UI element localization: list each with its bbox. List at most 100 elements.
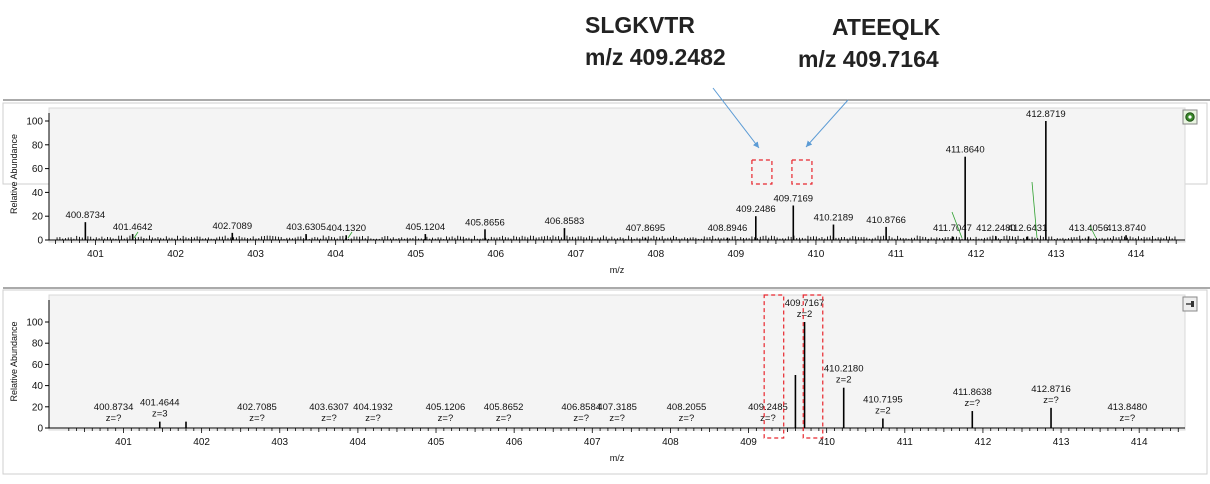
- x-tick-label: 402: [193, 437, 210, 448]
- x-tick-label: 405: [428, 437, 445, 448]
- x-tick-label: 414: [1131, 437, 1148, 448]
- x-tick-label: 403: [271, 437, 288, 448]
- callout-peptide-name: ATEEQLK: [832, 14, 941, 40]
- peak-label: 401.4642: [113, 222, 153, 233]
- y-tick-label: 80: [32, 140, 44, 151]
- peak-label: 412.2480: [976, 223, 1016, 234]
- callout-arrow: [805, 99, 849, 148]
- y-tick-label: 20: [32, 402, 44, 413]
- x-axis-label: m/z: [610, 265, 625, 275]
- y-tick-label: 80: [32, 339, 44, 350]
- peak-charge-label: z=?: [365, 413, 381, 424]
- peak-label-leader: [133, 231, 139, 239]
- peak-label: 410.8766: [866, 215, 906, 226]
- x-tick-label: 401: [87, 249, 104, 260]
- peak-label: 413.8480: [1108, 402, 1148, 413]
- peak-label: 404.1320: [326, 223, 366, 234]
- y-tick-label: 0: [37, 236, 43, 247]
- peak-charge-label: z=2: [797, 309, 813, 320]
- y-axis-label: Relative Abundance: [9, 134, 19, 214]
- peak-charge-label: z=?: [573, 413, 589, 424]
- x-tick-label: 414: [1128, 249, 1145, 260]
- peak-label: 405.8656: [465, 217, 505, 228]
- y-axis-label: Relative Abundance: [9, 321, 19, 401]
- x-tick-label: 411: [897, 437, 913, 448]
- peak-label-leader: [951, 211, 963, 239]
- peak-charge-label: z=?: [106, 413, 122, 424]
- peak-label: 409.2485: [748, 402, 788, 413]
- x-tick-label: 412: [968, 249, 985, 260]
- callout-mz: m/z 409.7164: [798, 46, 939, 72]
- peak-label: 413.8740: [1106, 223, 1146, 234]
- y-tick-label: 40: [32, 188, 44, 199]
- peak-label: 403.6305: [286, 222, 326, 233]
- peak-label: 412.6431: [1008, 223, 1048, 234]
- peak-label: 408.8946: [708, 223, 748, 234]
- peak-charge-label: z=?: [249, 413, 265, 424]
- y-tick-label: 20: [32, 212, 44, 223]
- callout-slgkvtr: SLGKVTR m/z 409.2482: [585, 9, 726, 73]
- peak-charge-label: z=?: [438, 413, 454, 424]
- peak-label: 409.7169: [773, 193, 813, 204]
- peak-label: 410.2189: [814, 213, 854, 224]
- x-tick-label: 401: [115, 437, 132, 448]
- x-tick-label: 407: [584, 437, 601, 448]
- peak-label: 411.8638: [953, 387, 992, 398]
- highlight-box: [751, 159, 773, 185]
- peak-label: 406.8583: [545, 216, 585, 227]
- x-axis-label: m/z: [610, 453, 625, 463]
- plot-area: [48, 107, 1186, 243]
- pin-icon: [1182, 296, 1198, 312]
- peak-charge-label: z=?: [760, 413, 776, 424]
- peak-label: 401.4644: [140, 398, 180, 409]
- peak-label: 409.7167: [785, 298, 825, 309]
- peak-label-leader: [1089, 225, 1097, 239]
- x-tick-label: 410: [818, 437, 835, 448]
- peak-label: 411.7047: [933, 223, 972, 234]
- peak-label: 406.8584: [561, 402, 601, 413]
- x-tick-label: 404: [350, 437, 367, 448]
- peak-charge-label: z=?: [609, 413, 625, 424]
- peak-label: 410.2180: [824, 364, 864, 375]
- peak-label: 402.7085: [237, 402, 277, 413]
- x-tick-label: 402: [167, 249, 184, 260]
- lock-icon: [1182, 109, 1198, 125]
- x-tick-label: 405: [407, 249, 424, 260]
- x-tick-label: 410: [808, 249, 825, 260]
- callout-peptide-name: SLGKVTR: [585, 12, 695, 38]
- peak-charge-label: z=2: [836, 375, 852, 386]
- x-tick-label: 407: [567, 249, 584, 260]
- x-tick-label: 412: [975, 437, 992, 448]
- callout-arrow: [712, 87, 760, 149]
- peak-label: 402.7089: [212, 221, 252, 232]
- peak-label: 412.8716: [1031, 384, 1071, 395]
- x-tick-label: 403: [247, 249, 264, 260]
- peak-label: 403.6307: [309, 402, 349, 413]
- x-tick-label: 409: [740, 437, 757, 448]
- highlight-box: [791, 159, 813, 185]
- x-tick-label: 408: [662, 437, 679, 448]
- peak-charge-label: z=?: [1120, 413, 1136, 424]
- peak-charge-label: z=?: [679, 413, 695, 424]
- y-tick-label: 60: [32, 360, 44, 371]
- x-tick-label: 408: [648, 249, 665, 260]
- highlight-box: [802, 294, 824, 439]
- x-tick-label: 404: [327, 249, 344, 260]
- peak-label: 405.1206: [426, 402, 466, 413]
- peak-label: 410.7195: [863, 394, 903, 405]
- peak-charge-label: z=3: [152, 409, 168, 420]
- peak-label: 407.8695: [626, 223, 666, 234]
- peak-label: 400.8734: [66, 210, 106, 221]
- peak-label: 411.8640: [946, 145, 985, 156]
- callout-mz: m/z 409.2482: [585, 44, 726, 70]
- peak-charge-label: z=2: [875, 405, 891, 416]
- y-tick-label: 0: [37, 424, 43, 435]
- x-tick-label: 406: [506, 437, 523, 448]
- y-tick-label: 40: [32, 381, 44, 392]
- x-tick-label: 409: [728, 249, 745, 260]
- peak-label: 400.8734: [94, 402, 134, 413]
- y-tick-label: 60: [32, 164, 44, 175]
- peak-label: 407.3185: [597, 402, 637, 413]
- plot-area: [48, 294, 1186, 431]
